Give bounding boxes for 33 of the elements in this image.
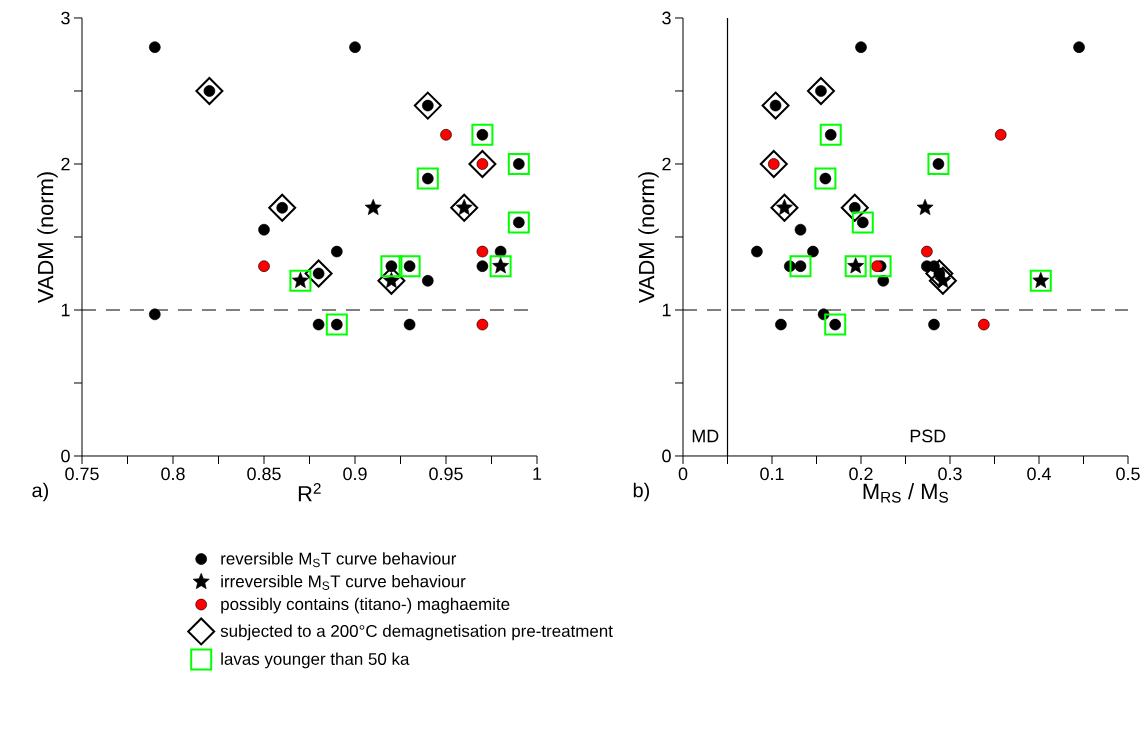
x-tick-label: 0.85 xyxy=(247,467,281,481)
x-tick-label: 0.2 xyxy=(849,467,873,481)
y-tick-label: 2 xyxy=(662,157,671,171)
y-tick-label: 1 xyxy=(61,303,70,317)
x-axis-title: M$_{RS}$ / M$_{S}$ xyxy=(863,483,948,503)
y-tick-label: 0 xyxy=(61,449,70,463)
x-tick-label: 0.5 xyxy=(1116,467,1140,481)
x-tick-label: 1 xyxy=(533,467,542,480)
legend-label: irreversible M$_{S}$T curve behaviour xyxy=(221,574,466,590)
x-tick-label: 0.95 xyxy=(429,467,463,481)
x-tick-label: 0.8 xyxy=(161,467,185,481)
y-axis-title: VADM (norm) xyxy=(37,172,58,304)
y-tick-label: 0 xyxy=(662,449,671,463)
x-tick-label: 0.75 xyxy=(65,467,99,481)
x-tick-label: 0.4 xyxy=(1027,467,1051,481)
x-tick-label: 0.1 xyxy=(760,467,784,481)
y-tick-label: 3 xyxy=(662,11,671,25)
x-tick-label: 0.9 xyxy=(343,467,367,481)
legend-label: reversible M$_{S}$T curve behaviour xyxy=(221,552,457,568)
legend-label: possibly contains (titano-) maghaemite xyxy=(221,597,510,614)
x-tick-label: 0 xyxy=(678,467,688,481)
annotation: PSD xyxy=(910,429,946,443)
y-axis-title: VADM (norm) xyxy=(638,172,659,304)
x-tick-label: 0.3 xyxy=(938,467,962,481)
text: a) xyxy=(32,482,49,502)
annotation: MD xyxy=(692,429,719,443)
x-axis-title: R$^{2}$ xyxy=(298,483,321,502)
y-tick-label: 2 xyxy=(61,157,70,171)
y-tick-label: 1 xyxy=(662,303,671,317)
text: b) xyxy=(633,482,650,502)
legend-label: subjected to a 200°C demagnetisation pre-treatment xyxy=(220,624,613,641)
y-tick-label: 3 xyxy=(61,11,70,25)
legend-label: lavas younger than 50 ka xyxy=(221,652,410,669)
